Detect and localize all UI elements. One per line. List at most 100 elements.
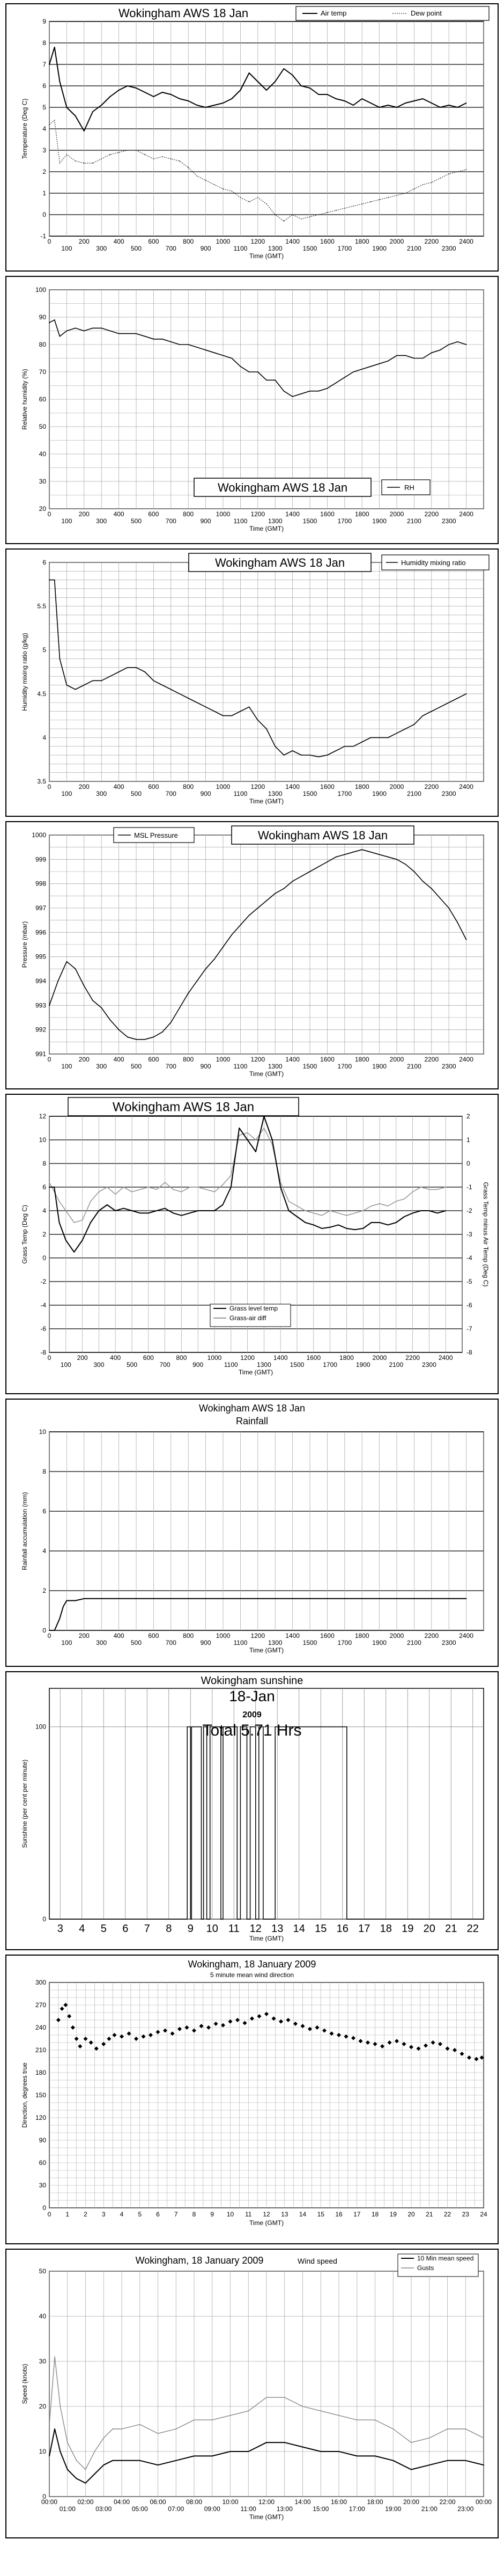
x-tick-label: 21 (445, 1923, 457, 1935)
x-tick-label: 4 (79, 1923, 85, 1935)
rh-line-point (213, 352, 215, 354)
x-tick-label: 400 (114, 510, 124, 518)
x-tick-label: 17 (358, 1923, 370, 1935)
chart-rainfall: 0 2 4 6 8 10 0 200 400 600 800 1000 1200 1400 1600 1800… (5, 1399, 499, 1667)
legend-entry: MSL Pressure (134, 831, 178, 839)
wind-direction-point (235, 2018, 240, 2022)
y-tick-label: 100 (35, 1723, 46, 1731)
x-tick-label: 1500 (290, 1361, 305, 1368)
x-axis-label: Time (GMT) (249, 2513, 284, 2521)
x-tick-label: 2400 (459, 1056, 473, 1063)
chart-title: Wokingham AWS 18 Jan (218, 481, 347, 494)
air-temp-line-point (422, 98, 424, 99)
gusts-line-point (157, 2433, 159, 2434)
mixing-ratio-line-point (257, 719, 258, 721)
x-tick-label: 20 (424, 1923, 435, 1935)
x-tick-label: 23:00 (457, 2505, 473, 2513)
air-temp-line-point (283, 68, 285, 69)
mixing-ratio-line-point (54, 579, 55, 581)
x-tick-label: 1200 (250, 1632, 265, 1640)
x-tick-label: 900 (201, 245, 211, 252)
air-temp-line-point (59, 81, 61, 82)
y-tick-label: 991 (35, 1050, 46, 1058)
x-axis-label: Time (GMT) (249, 525, 284, 532)
x-tick-label: 600 (148, 783, 159, 791)
air-temp-line-point (309, 87, 310, 89)
x-tick-label: 1600 (320, 238, 335, 245)
mixing-ratio-line-point (465, 693, 467, 694)
x-axis-label: Time (GMT) (249, 252, 284, 260)
x-axis-label: Time (GMT) (249, 1070, 284, 1078)
x-axis-label: Time (GMT) (249, 2219, 284, 2227)
gusts-line-point (103, 2437, 105, 2439)
y-tick-label: 0 (42, 2204, 46, 2212)
pressure-line-point (344, 854, 345, 855)
air-temp-line-point (387, 105, 389, 106)
mixing-ratio-line-point (231, 715, 233, 716)
dew-point-line-point (59, 163, 61, 164)
rh-line-point (318, 390, 320, 392)
dew-point-line-point (292, 214, 293, 215)
x-tick-label: 18 (380, 1923, 392, 1935)
pressure-line-point (266, 900, 267, 902)
chart-title: Wokingham AWS 18 Jan (118, 6, 248, 20)
y-right-axis-label: Grass Temp minus Air Temp (Deg C) (482, 1182, 490, 1287)
wind-direction-point (74, 2037, 79, 2041)
grass-air-diff-line-point (313, 1212, 314, 1214)
pressure-line-point (300, 876, 302, 877)
grass-temp-line-point (222, 1204, 224, 1205)
wind-direction-point (380, 2044, 384, 2048)
chart-title-total: Total 5.71 Hrs (202, 1722, 301, 1739)
y-tick-label: 3.5 (37, 778, 46, 785)
dew-point-line-point (127, 150, 128, 151)
rh-line-point (161, 338, 163, 340)
x-tick-label: 5 (138, 2211, 142, 2218)
x-tick-label: 22 (467, 1923, 479, 1935)
gusts-line (49, 2356, 484, 2470)
wind-direction-point (395, 2039, 399, 2044)
pressure-line-point (109, 1019, 111, 1021)
dew-point-line-point (448, 173, 450, 174)
grass-temp-line-point (115, 1210, 116, 1211)
x-tick-label: 600 (148, 510, 159, 518)
x-tick-label: 1700 (337, 1639, 352, 1646)
dew-point-line-point (405, 193, 406, 194)
gusts-line-point (356, 2419, 358, 2421)
gusts-line-point (76, 2460, 77, 2461)
y-tick-label: 0 (42, 1254, 46, 1262)
x-tick-label: 2100 (407, 517, 421, 525)
mixing-ratio-line-point (170, 689, 172, 690)
mixing-ratio-line-point (59, 658, 61, 660)
mixing-ratio-line-point (440, 706, 441, 708)
x-tick-label: 04:00 (114, 2498, 130, 2506)
wind-direction-point (88, 2040, 93, 2045)
rh-line-point (136, 333, 137, 334)
x-axis-label: Time (GMT) (249, 1935, 284, 1942)
x-tick-label: 4 (120, 2211, 124, 2218)
x-tick-label: 21 (426, 2211, 433, 2218)
dew-point-line-point (257, 197, 258, 198)
dew-point-line-point (457, 171, 458, 172)
x-tick-label: 1700 (337, 517, 352, 525)
dew-point-line-point (275, 214, 276, 215)
dew-point-line-point (387, 197, 389, 198)
grass-temp-line-point (49, 1187, 50, 1188)
x-tick-label: 1200 (250, 783, 265, 791)
grass-air-diff-line-point (329, 1210, 331, 1211)
chart-title: Wokingham AWS 18 Jan (199, 1403, 305, 1414)
rh-line-point (448, 344, 450, 345)
pressure-line-point (66, 961, 68, 962)
rh-line-point (275, 379, 276, 381)
gusts-line-point (320, 2410, 322, 2412)
y-tick-label: 993 (35, 1001, 46, 1009)
x-tick-label: 00:00 (476, 2498, 492, 2506)
x-tick-label: 00:00 (41, 2498, 57, 2506)
air-temp-line-point (344, 100, 345, 101)
mixing-ratio-line-point (396, 733, 397, 734)
y-tick-label: 4.5 (37, 690, 46, 698)
grass-temp-line-point (73, 1252, 75, 1253)
x-tick-label: 1000 (216, 783, 231, 791)
y-tick-label: 9 (42, 18, 46, 25)
air-temp-line-point (396, 107, 397, 108)
